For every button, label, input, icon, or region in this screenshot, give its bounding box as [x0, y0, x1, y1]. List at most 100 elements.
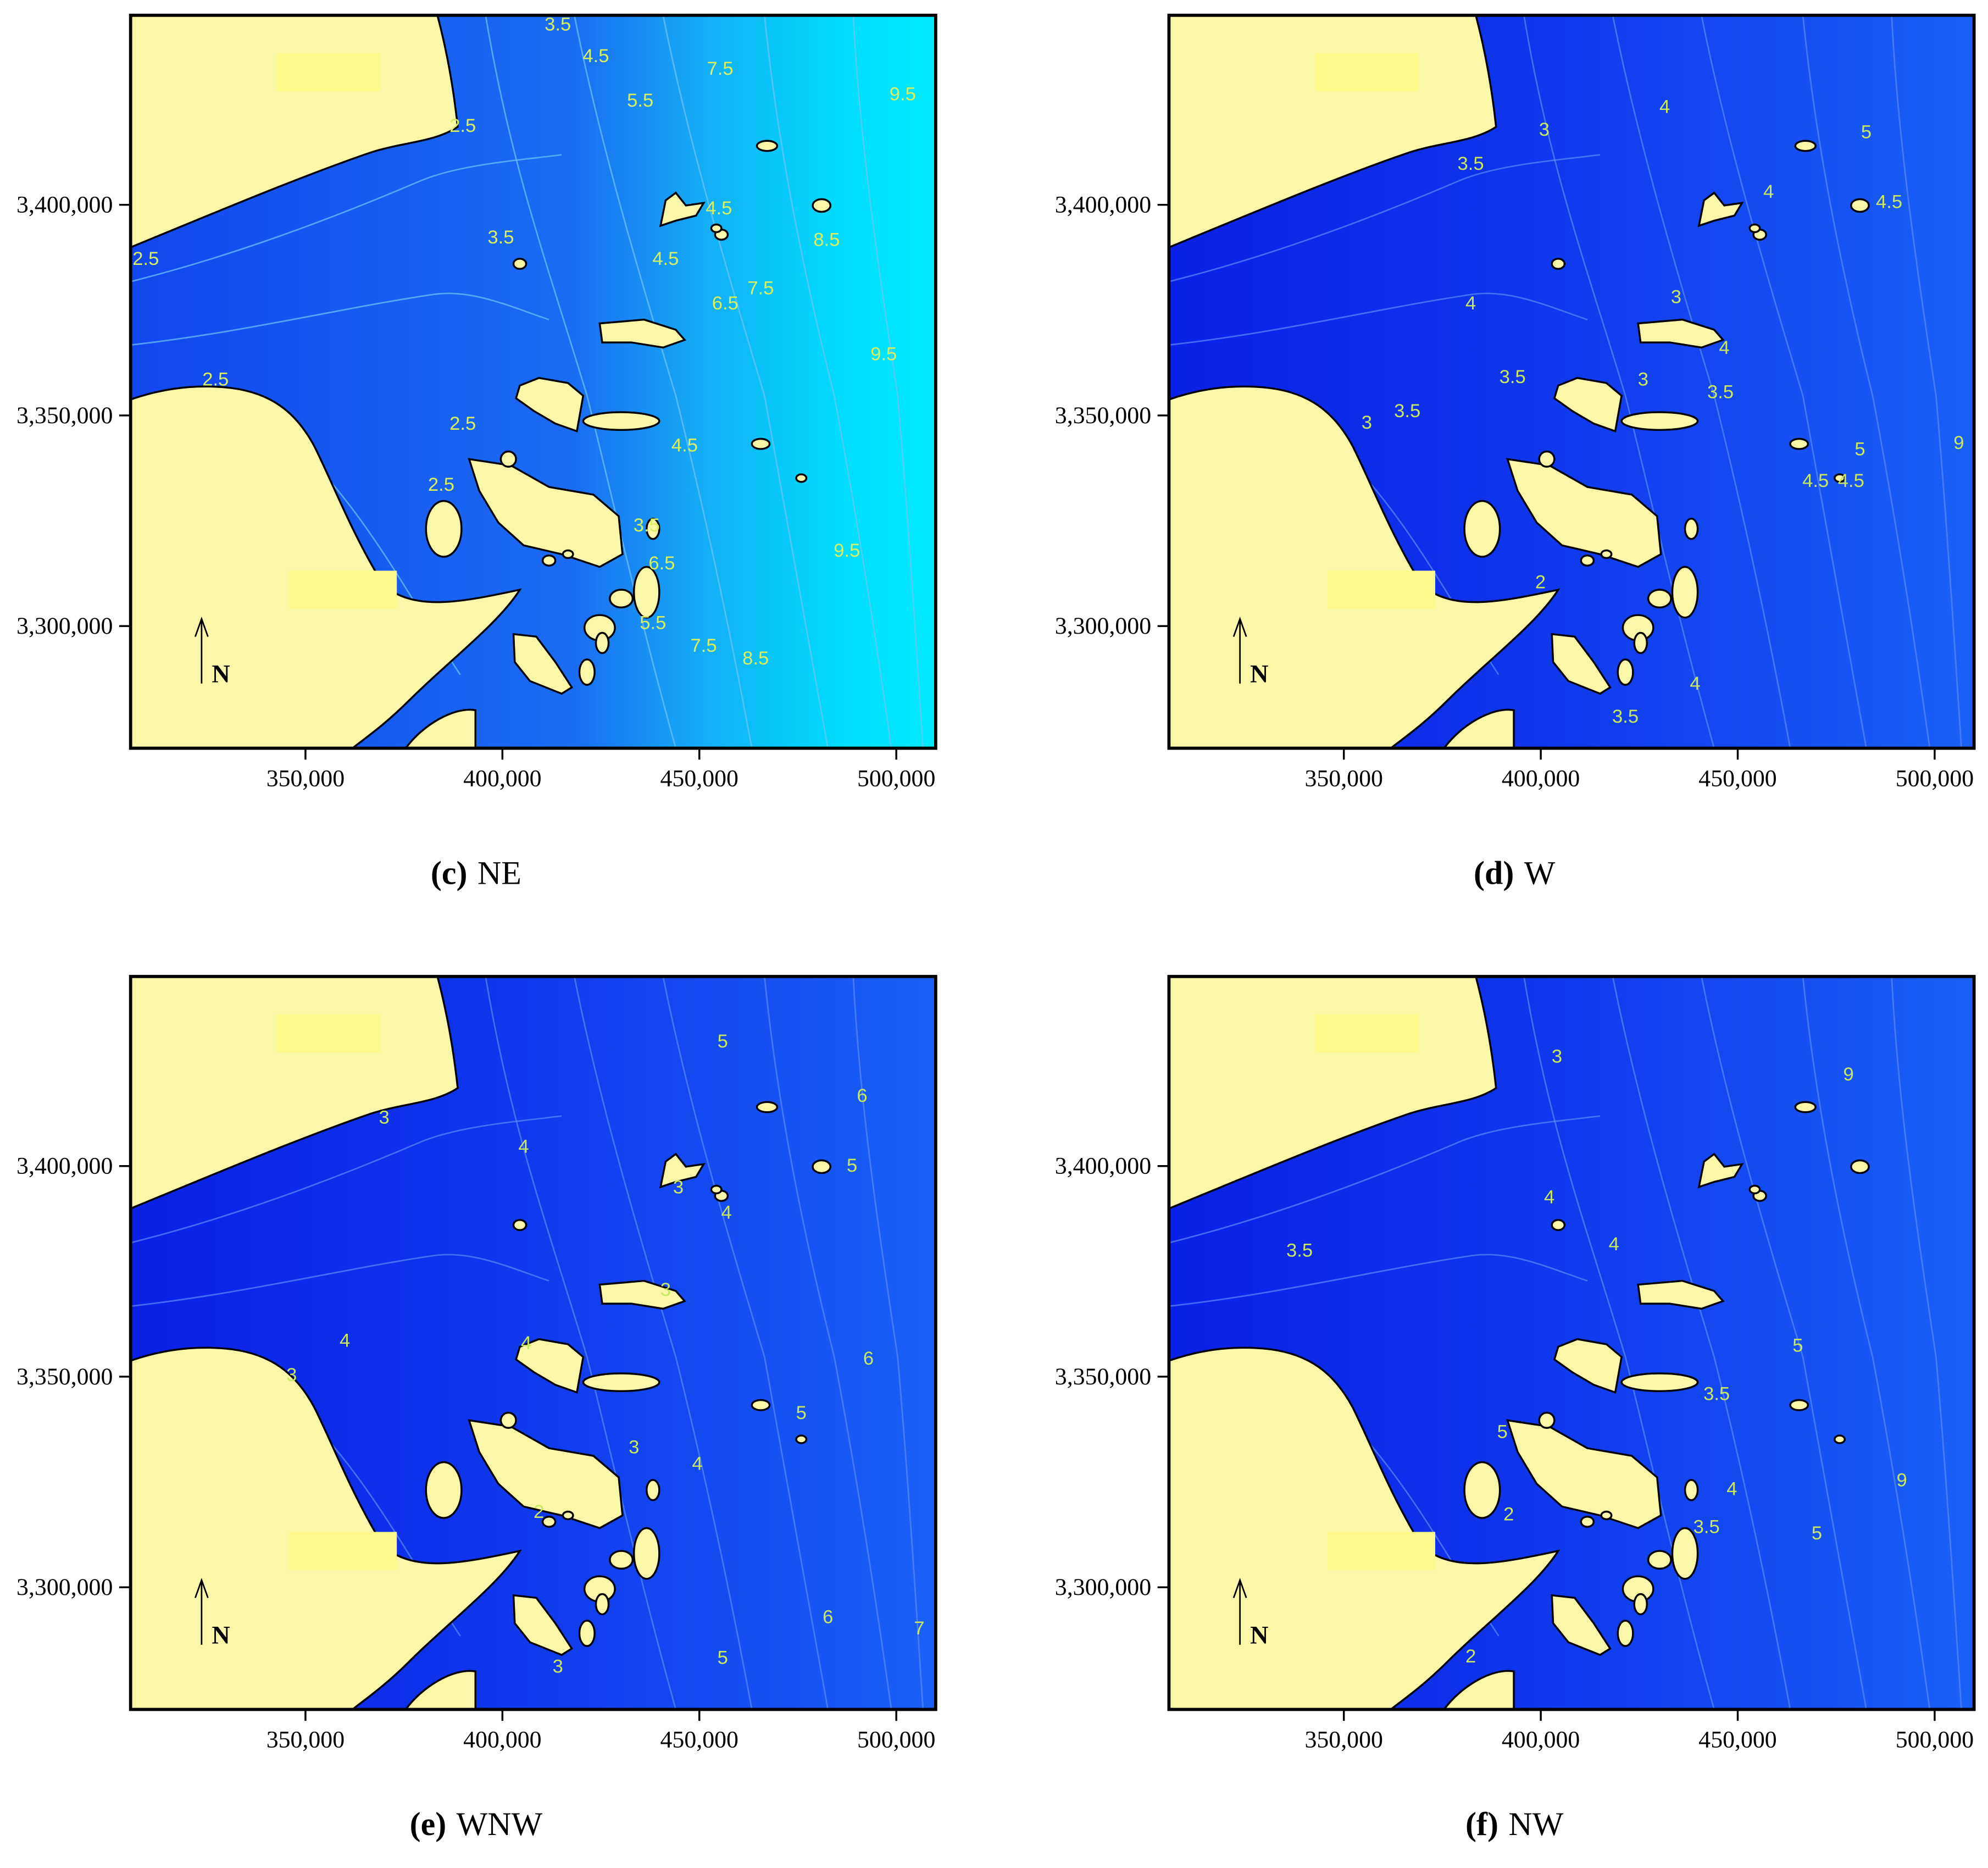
map-area: 5 6 3 4 5 3 4 3 4 4 3 6 5 3 4 2 6 7 3 5	[130, 976, 936, 1710]
contour-label: 3	[1552, 1046, 1562, 1067]
contour-label: 3	[286, 1365, 297, 1385]
x-tick-label: 350,000	[1304, 766, 1382, 792]
contour-label: 9	[1953, 433, 1964, 453]
contour-label: 2	[534, 1501, 544, 1522]
frame	[1167, 13, 1976, 750]
contour-label: 7	[914, 1618, 924, 1639]
contour-label: 4	[1609, 1234, 1619, 1255]
map-panel: 5 6 3 4 5 3 4 3 4 4 3 6 5 3 4 2 6 7 3 5 N 350,000 400,000 450,0…	[16, 974, 937, 1753]
x-tick-label: 400,000	[463, 766, 541, 792]
x-tick-label: 350,000	[266, 1727, 345, 1753]
contour-label: 4.5	[1876, 191, 1902, 212]
x-tick-label: 500,000	[857, 766, 935, 792]
contour-label: 5	[718, 1031, 728, 1052]
contour-label: 7.5	[747, 278, 774, 298]
contour-label: 5	[796, 1403, 807, 1423]
label-box	[289, 570, 397, 609]
map-area: 3 4 5 3.5 4 4.5 4 3 4 3.5 3 3.5 3.5 3 9 5 4.5 4.5 2 4 3.5	[1169, 15, 1974, 749]
contour-label: 4	[1726, 1478, 1737, 1499]
contour-line	[1891, 976, 1962, 1710]
caption: (f) NW	[1465, 1806, 1564, 1842]
contour-line	[130, 1254, 549, 1307]
caption-letter: (f)	[1465, 1806, 1498, 1842]
caption-letter: (c)	[431, 855, 468, 891]
contour-label: 4.5	[1802, 470, 1829, 491]
y-tick-label: 3,300,000	[1055, 1574, 1151, 1600]
contour-line	[1612, 976, 1791, 1710]
north-arrow-head	[195, 616, 209, 637]
contour-label: 7.5	[707, 58, 734, 79]
contour-line	[130, 292, 549, 346]
frame	[129, 13, 937, 750]
contour-label: 6.5	[712, 293, 738, 314]
contour-line	[763, 15, 892, 749]
contour-label: 4	[1544, 1187, 1554, 1208]
label-box	[1327, 570, 1435, 609]
north-label: N	[1250, 1621, 1268, 1649]
contour-label: 9	[1843, 1064, 1854, 1085]
contour-line	[1612, 15, 1791, 749]
y-tick-label: 3,400,000	[16, 1153, 113, 1179]
contour-line	[852, 976, 924, 1710]
contour-line	[485, 15, 677, 749]
contour-label: 3.5	[1612, 706, 1639, 727]
contour-label: 4.5	[582, 46, 609, 66]
caption-letter: (d)	[1474, 855, 1514, 891]
contour-label: 4.5	[671, 435, 698, 456]
contour-label: 5	[847, 1155, 857, 1176]
contour-label: 3	[629, 1437, 639, 1457]
contour-line	[1523, 976, 1715, 1710]
contour-line	[1701, 15, 1867, 749]
contour-label: 3	[1539, 119, 1550, 140]
x-tick-label: 500,000	[1896, 1727, 1974, 1753]
contour-label: 9.5	[834, 540, 860, 561]
contour-line	[1891, 15, 1962, 749]
contour-line	[130, 154, 562, 282]
label-box	[1327, 1532, 1435, 1570]
contour-label: 4	[340, 1330, 350, 1351]
contour-label: 3	[553, 1656, 563, 1677]
contour-label: 2.5	[428, 474, 454, 495]
contour-line	[1169, 292, 1588, 346]
contour-label: 4	[1690, 673, 1700, 694]
contour-label: 4	[721, 1202, 732, 1223]
contour-label: 5	[1497, 1422, 1508, 1443]
contour-label: 9.5	[890, 84, 916, 104]
caption-letter: (e)	[410, 1806, 447, 1842]
x-tick-label: 450,000	[660, 1727, 738, 1753]
north-arrow-head	[1232, 1578, 1247, 1598]
contour-line	[1523, 15, 1715, 749]
north-label: N	[212, 659, 230, 688]
contour-label: 3.5	[1703, 1383, 1730, 1404]
x-tick-label: 400,000	[1502, 1727, 1580, 1753]
caption-name: NE	[477, 855, 521, 891]
contour-line	[573, 976, 753, 1710]
x-tick-label: 450,000	[1698, 1727, 1776, 1753]
contour-label: 5	[1812, 1523, 1822, 1544]
y-tick-label: 3,350,000	[1055, 402, 1151, 429]
map-panel: 3 9 4 3.5 4 5 3.5 5 4 9 2 3.5 5 2 N 350,000 400,000 450,0…	[1055, 974, 1976, 1753]
contour-label: 2.5	[449, 413, 476, 434]
contour-label: 4.5	[706, 198, 732, 219]
contour-label: 4	[692, 1453, 702, 1474]
contour-label: 5	[1792, 1335, 1803, 1356]
label-box	[276, 53, 381, 92]
x-tick-label: 450,000	[660, 766, 738, 792]
contour-label: 4.5	[652, 248, 679, 269]
contour-label: 6.5	[648, 553, 675, 574]
contour-label: 4	[518, 1136, 529, 1157]
contour-label: 4	[1763, 181, 1774, 202]
contour-label: 3.5	[1286, 1240, 1313, 1261]
contour-label: 7.5	[691, 635, 717, 656]
caption: (e) WNW	[410, 1806, 543, 1842]
north-arrow-head	[195, 1578, 209, 1598]
contour-line	[1701, 976, 1867, 1710]
contour-label: 5	[718, 1647, 728, 1668]
contour-label: 2.5	[132, 248, 159, 269]
contour-label: 2	[1465, 1646, 1476, 1667]
contour-line	[1169, 154, 1601, 282]
contour-line	[485, 976, 677, 1710]
contour-label: 2.5	[202, 369, 229, 390]
contour-label: 3.5	[1500, 367, 1526, 387]
